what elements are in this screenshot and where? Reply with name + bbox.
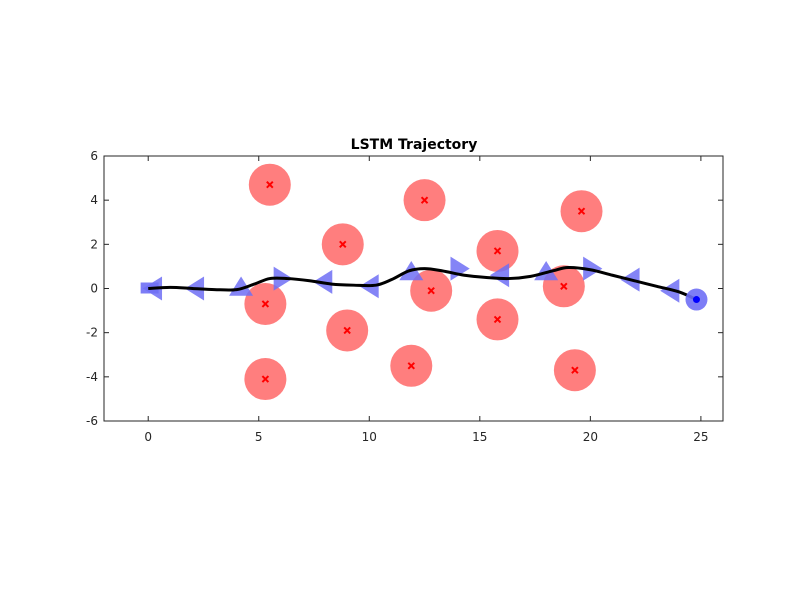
y-tick-label: 2 xyxy=(90,237,98,251)
obstacle-center-marker xyxy=(493,247,502,255)
obstacle-center-marker xyxy=(261,300,270,308)
obstacle-center-marker xyxy=(407,362,415,370)
trajectory-line xyxy=(148,266,698,301)
obstacle-center-marker xyxy=(339,240,347,249)
obstacle-center-marker xyxy=(577,207,586,215)
x-tick-label: 25 xyxy=(693,430,708,444)
x-tick-label: 20 xyxy=(583,430,598,444)
x-tick-label: 0 xyxy=(144,430,152,444)
x-tick-label: 10 xyxy=(362,430,377,444)
obstacle-center-marker xyxy=(571,366,579,374)
y-tick-label: 0 xyxy=(90,282,98,296)
robot-pose-marker xyxy=(489,263,510,288)
obstacle-center-marker xyxy=(493,315,502,324)
goal-center-dot xyxy=(692,296,700,304)
chart-title: LSTM Trajectory xyxy=(351,137,478,153)
obstacle-center-marker xyxy=(427,287,435,295)
obstacle-center-marker xyxy=(266,181,274,189)
y-tick-label: -6 xyxy=(86,414,98,428)
robot-pose-marker xyxy=(583,256,603,281)
y-tick-label: -4 xyxy=(86,370,98,384)
y-tick-label: 6 xyxy=(90,149,98,163)
obstacle-center-marker xyxy=(420,196,429,204)
obstacle-center-marker xyxy=(261,375,270,383)
x-tick-label: 15 xyxy=(472,430,487,444)
plot-area: 0 5 10 15 20 25 -6 -4 -2 0 2 4 6 xyxy=(86,149,724,444)
y-tick-label: -2 xyxy=(86,326,98,340)
obstacle-center-marker xyxy=(560,282,568,290)
obstacle-center-marker xyxy=(343,326,351,335)
y-tick-label: 4 xyxy=(90,193,98,207)
x-tick-label: 5 xyxy=(255,430,263,444)
